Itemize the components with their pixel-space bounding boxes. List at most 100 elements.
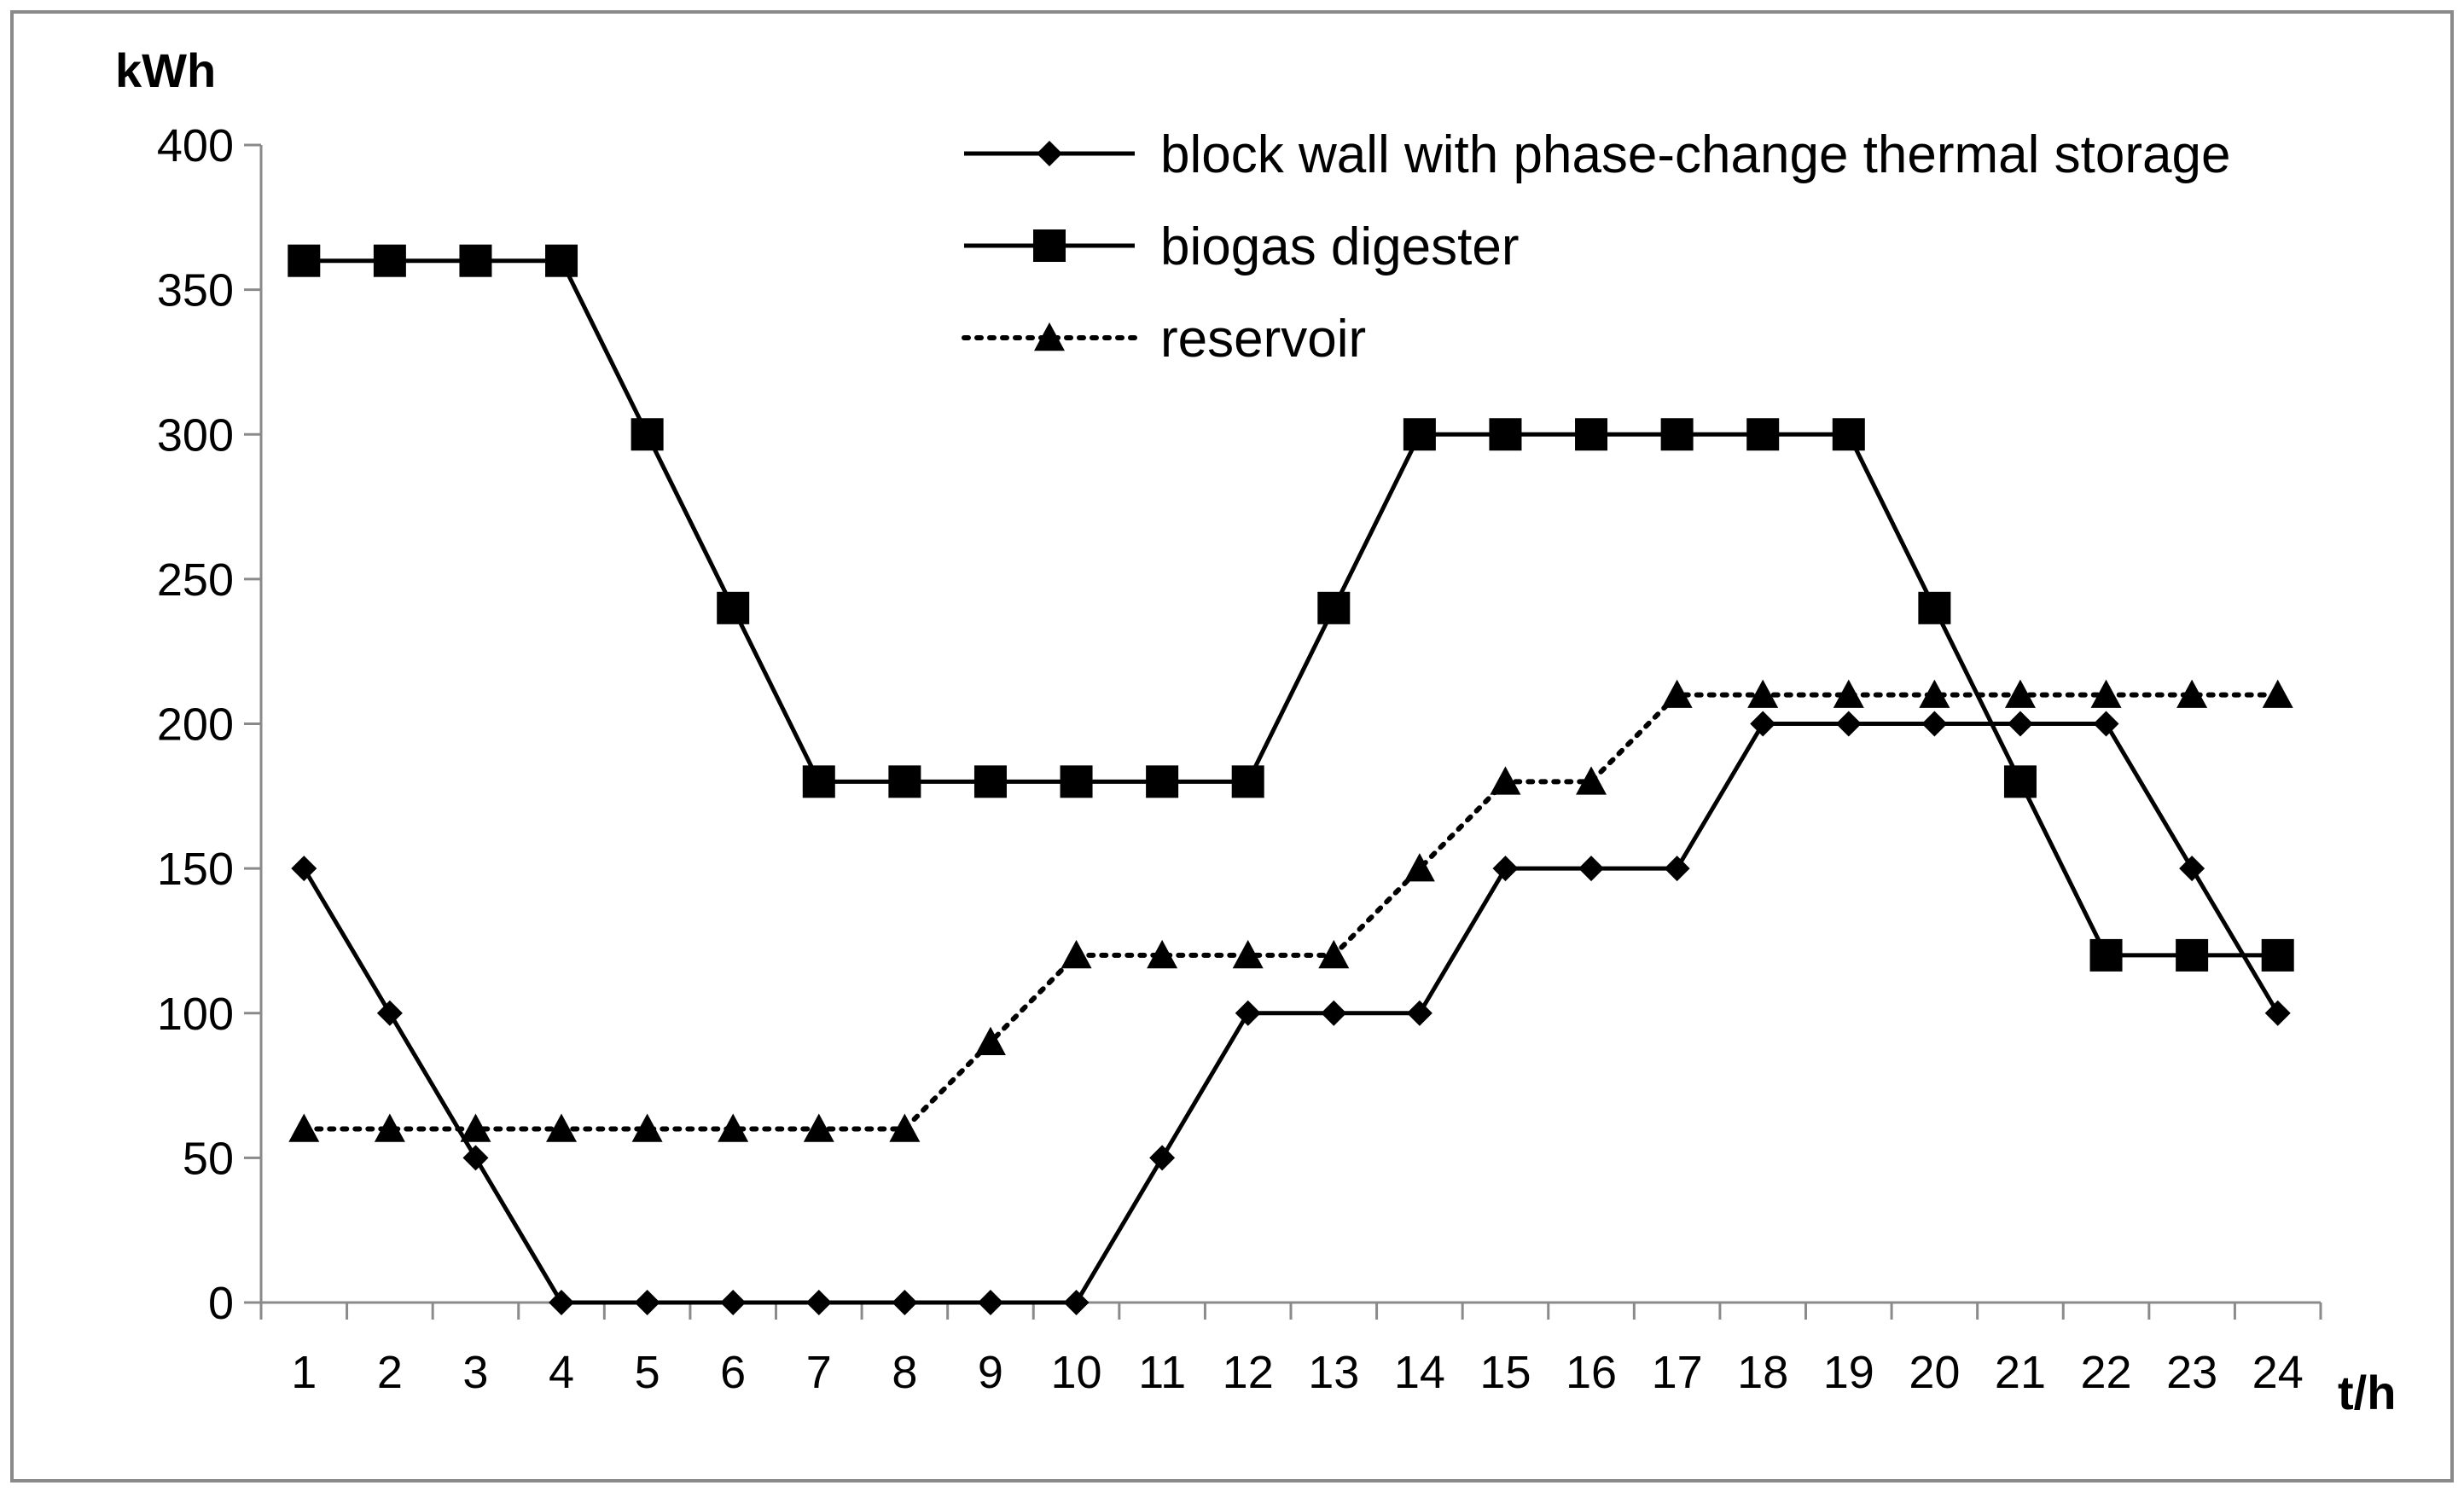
- data-point: [1231, 765, 1264, 798]
- data-point: [803, 1113, 834, 1142]
- data-point: [718, 1113, 749, 1142]
- legend-marker-0: [1037, 141, 1062, 166]
- data-point: [1919, 679, 1950, 708]
- data-point: [634, 1290, 660, 1315]
- data-point: [631, 1113, 663, 1142]
- data-point: [459, 244, 492, 277]
- data-point: [374, 1113, 405, 1142]
- data-point: [1403, 853, 1435, 882]
- x-tick-label: 22: [2081, 1347, 2132, 1398]
- x-tick-label: 6: [720, 1347, 746, 1398]
- x-tick-label: 17: [1652, 1347, 1703, 1398]
- data-point: [892, 1290, 918, 1315]
- data-point: [549, 1290, 575, 1315]
- data-point: [1578, 856, 1605, 882]
- y-axis-title: kWh: [115, 44, 216, 97]
- data-point: [2090, 679, 2122, 708]
- x-tick-label: 21: [1995, 1347, 2046, 1398]
- data-point: [2176, 679, 2208, 708]
- data-point: [1660, 418, 1694, 451]
- data-point: [545, 244, 578, 277]
- y-tick-label: 200: [157, 699, 234, 751]
- x-tick-label: 1: [291, 1347, 317, 1398]
- legend-marker-1: [1033, 229, 1066, 262]
- data-point: [1576, 766, 1607, 795]
- x-tick-label: 18: [1737, 1347, 1788, 1398]
- x-tick-label: 11: [1138, 1347, 1186, 1398]
- y-tick-label: 250: [157, 554, 234, 606]
- data-point: [2003, 765, 2037, 798]
- data-point: [373, 244, 406, 277]
- data-point: [1492, 856, 1519, 882]
- x-tick-label: 13: [1308, 1347, 1359, 1398]
- series-layer: [288, 244, 2294, 1315]
- data-point: [631, 418, 664, 451]
- series-1: [288, 244, 2294, 972]
- data-point: [1061, 939, 1092, 969]
- legend-label-1: biogas digester: [1160, 218, 1520, 276]
- data-point: [802, 765, 835, 798]
- chart-border: [10, 10, 2454, 1482]
- data-point: [973, 765, 1007, 798]
- y-tick-label: 350: [157, 265, 234, 316]
- data-point: [291, 856, 317, 882]
- y-tick-label: 150: [157, 844, 234, 895]
- data-point: [2176, 938, 2209, 972]
- data-point: [1489, 418, 1522, 451]
- data-point: [376, 1000, 403, 1026]
- data-point: [1318, 939, 1350, 969]
- x-tick-label: 16: [1566, 1347, 1617, 1398]
- data-point: [1060, 765, 1093, 798]
- data-point: [1147, 939, 1178, 969]
- series-line-1: [304, 258, 2278, 958]
- y-tick-label: 100: [157, 989, 234, 1040]
- x-tick-label: 19: [1823, 1347, 1874, 1398]
- series-2: [288, 679, 2293, 1142]
- data-point: [1232, 939, 1264, 969]
- data-point: [1406, 1000, 1432, 1026]
- data-point: [2261, 938, 2294, 972]
- y-tick-label: 300: [157, 409, 234, 461]
- x-tick-label: 14: [1394, 1347, 1445, 1398]
- data-point: [1661, 679, 1693, 708]
- data-point: [2004, 679, 2036, 708]
- data-point: [1750, 711, 1776, 737]
- data-point: [1317, 591, 1351, 624]
- data-point: [462, 1145, 489, 1171]
- series-0: [291, 711, 2291, 1315]
- x-tick-label: 9: [978, 1347, 1003, 1398]
- data-point: [1321, 1000, 1347, 1026]
- data-point: [1918, 591, 1951, 624]
- data-point: [1149, 1145, 1176, 1171]
- x-tick-label: 4: [549, 1347, 574, 1398]
- x-axis-title: t/h: [2338, 1366, 2396, 1419]
- data-point: [2262, 679, 2293, 708]
- data-point: [546, 1113, 578, 1142]
- legend: block wall with phase-change thermal sto…: [962, 125, 2230, 368]
- y-tick-label: 0: [208, 1278, 234, 1329]
- data-point: [288, 244, 321, 277]
- data-point: [2089, 938, 2123, 972]
- data-point: [1063, 1290, 1090, 1315]
- x-tick-label: 2: [377, 1347, 403, 1398]
- x-tick-label: 8: [892, 1347, 917, 1398]
- series-line-0: [302, 722, 2280, 1305]
- y-tick-label: 400: [157, 120, 234, 171]
- data-point: [1921, 711, 1948, 737]
- data-point: [888, 765, 921, 798]
- data-point: [805, 1290, 832, 1315]
- x-tick-label: 7: [806, 1347, 832, 1398]
- data-point: [1746, 418, 1780, 451]
- data-point: [1832, 418, 1865, 451]
- data-point: [288, 1113, 320, 1142]
- data-point: [2264, 1000, 2291, 1026]
- data-point: [1490, 766, 1521, 795]
- data-point: [460, 1113, 491, 1142]
- data-point: [1835, 711, 1862, 737]
- x-tick-label: 12: [1223, 1347, 1274, 1398]
- legend-marker-2: [1034, 322, 1065, 351]
- data-point: [974, 1026, 1006, 1055]
- data-point: [1833, 679, 1864, 708]
